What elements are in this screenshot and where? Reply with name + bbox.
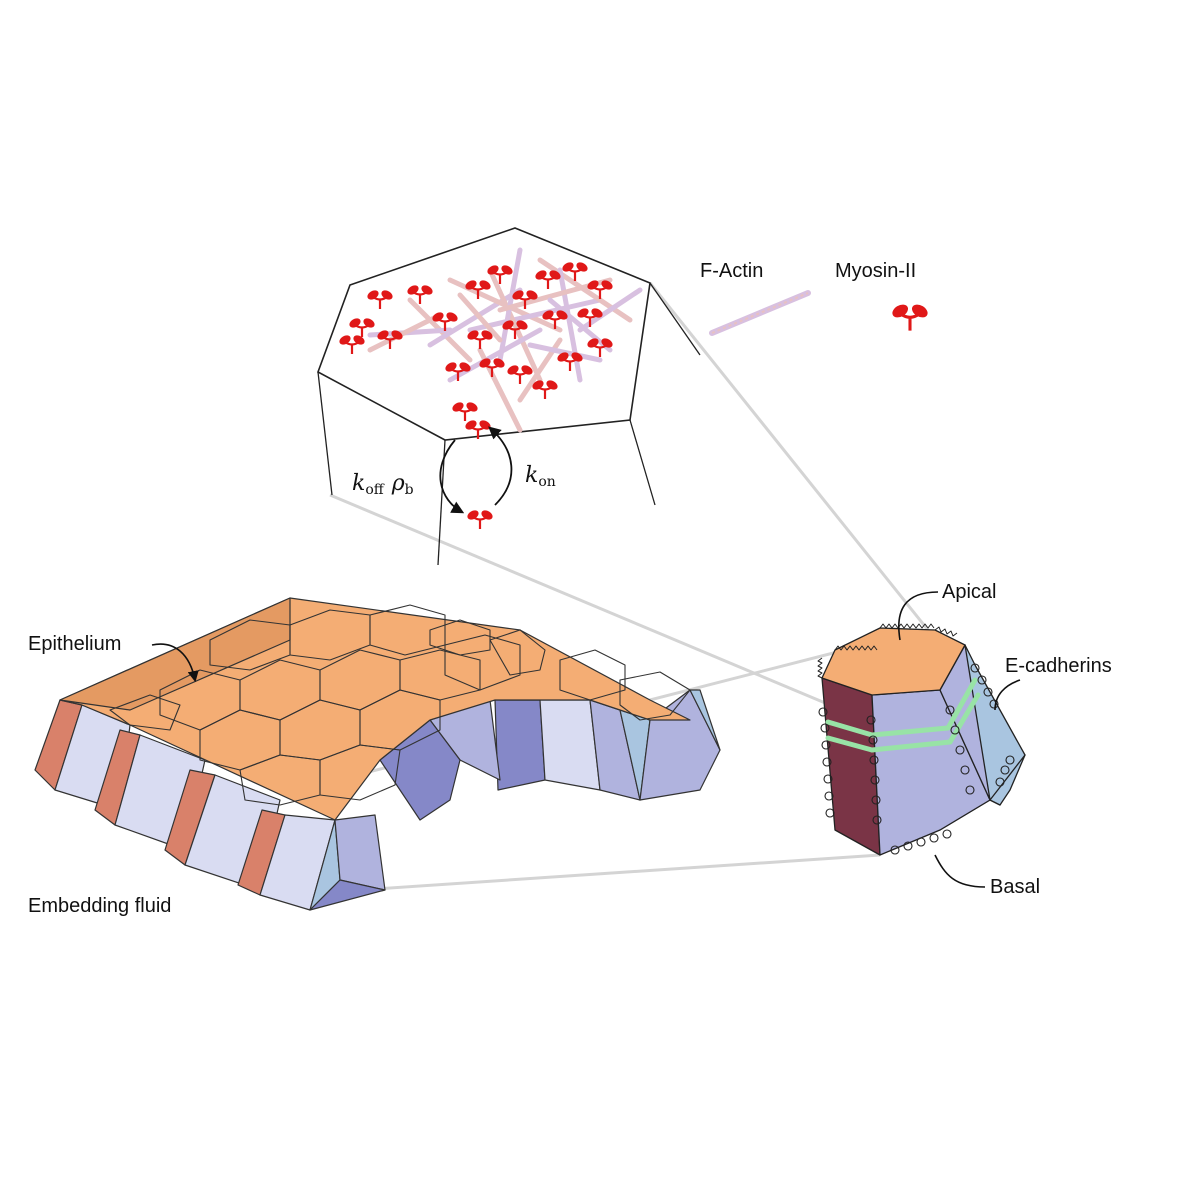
cadherin-ring-icon <box>822 757 832 767</box>
koff-rho-label: koff ρb <box>352 471 414 498</box>
cadherin-rings <box>818 663 1015 855</box>
apical-label: Apical <box>942 581 996 603</box>
epithelium-sheet <box>34 597 721 911</box>
cadherin-ring-icon <box>821 740 831 750</box>
cadherin-ring-icon <box>942 829 952 839</box>
e-cadherins-leader-icon <box>994 679 1021 711</box>
cadherin-ring-icon <box>950 725 960 735</box>
cadherin-ring-icon <box>870 775 880 785</box>
apical-leader-icon <box>898 591 939 641</box>
cadherin-ring-icon <box>955 745 965 755</box>
cadherin-ring-icon <box>825 808 835 818</box>
myosin-legend-icon <box>888 300 932 333</box>
cadherin-ring-icon <box>970 663 980 673</box>
cadherin-ring-icon <box>869 755 879 765</box>
f-actin-legend-label: F-Actin <box>700 260 763 282</box>
cadherin-ring-icon <box>866 715 876 725</box>
epithelium-pointer-icon <box>151 643 199 683</box>
cadherin-ring-icon <box>929 833 939 843</box>
cadherin-ring-icon <box>818 707 828 717</box>
cadherin-ring-icon <box>916 837 926 847</box>
cadherin-ring-icon <box>1000 765 1010 775</box>
unbound-myosin-icon <box>464 507 496 531</box>
cadherin-ring-icon <box>872 815 882 825</box>
basal-leader-icon <box>934 854 986 888</box>
single-cell <box>817 623 1026 856</box>
cadherin-ring-icon <box>989 699 999 709</box>
cadherin-ring-icon <box>823 774 833 784</box>
myosin-legend-label: Myosin-II <box>835 260 916 282</box>
basal-label: Basal <box>990 876 1040 898</box>
cadherin-ring-icon <box>995 777 1005 787</box>
apical-fringe <box>817 623 958 679</box>
cadherin-ring-icon <box>824 791 834 801</box>
actin-filament-icon <box>709 290 811 336</box>
binding-arrow-icon <box>488 426 513 506</box>
cadherin-ring-icon <box>820 723 830 733</box>
cadherin-ring-icon <box>871 795 881 805</box>
cadherin-ring-icon <box>965 785 975 795</box>
binding-cycle <box>439 426 513 514</box>
cadherin-ring-icon <box>1005 755 1015 765</box>
kon-label: kon <box>525 463 556 490</box>
epithelium-label: Epithelium <box>28 633 121 655</box>
cadherin-ring-icon <box>983 687 993 697</box>
cadherin-ring-icon <box>903 841 913 851</box>
cadherin-ring-icon <box>890 845 900 855</box>
embedding-fluid-label: Embedding fluid <box>28 895 171 917</box>
cadherin-ring-icon <box>945 705 955 715</box>
cadherin-ring-icon <box>960 765 970 775</box>
cadherin-ring-icon <box>977 675 987 685</box>
cadherin-ring-icon <box>868 735 878 745</box>
unbinding-arrow-icon <box>439 439 465 514</box>
e-cadherins-label: E-cadherins <box>1005 655 1112 677</box>
